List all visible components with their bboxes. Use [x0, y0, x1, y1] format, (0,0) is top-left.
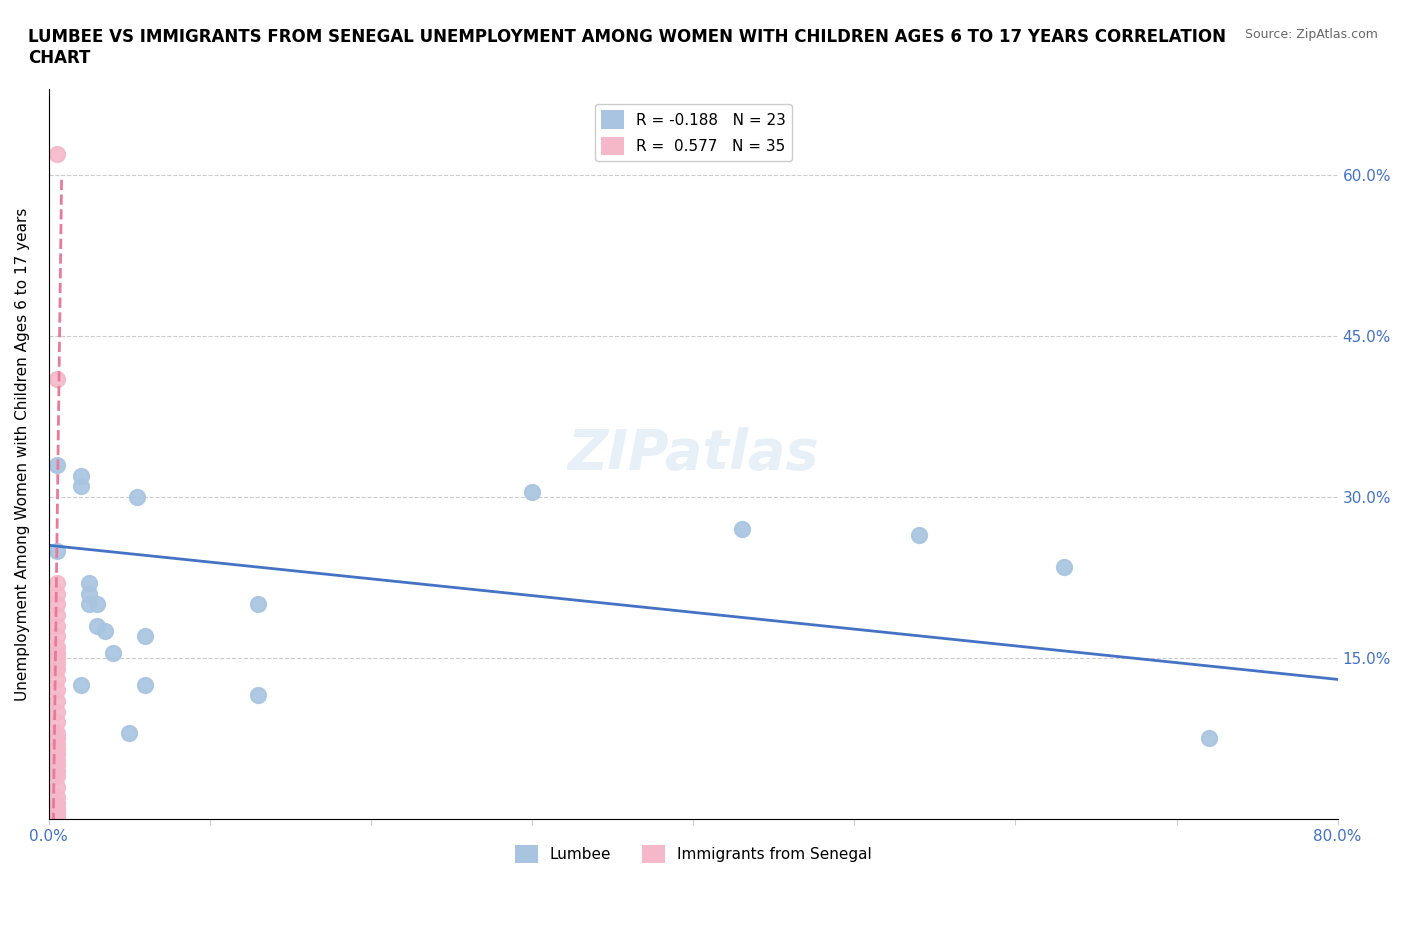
Point	[907, 527, 929, 542]
Point	[77, 597, 100, 612]
Text: ZIPatlas: ZIPatlas	[568, 427, 818, 481]
Point	[45, 742, 67, 757]
Text: Source: ZipAtlas.com: Source: ZipAtlas.com	[1244, 28, 1378, 41]
Point	[45, 779, 67, 794]
Point	[45, 656, 67, 671]
Point	[45, 795, 67, 810]
Point	[45, 758, 67, 773]
Point	[730, 522, 752, 537]
Legend: Lumbee, Immigrants from Senegal: Lumbee, Immigrants from Senegal	[509, 839, 877, 870]
Point	[45, 806, 67, 821]
Point	[45, 458, 67, 472]
Point	[45, 725, 67, 740]
Point	[118, 725, 141, 740]
Point	[45, 747, 67, 762]
Point	[86, 618, 108, 633]
Point	[45, 715, 67, 730]
Point	[94, 624, 117, 639]
Point	[45, 790, 67, 804]
Point	[77, 586, 100, 601]
Point	[86, 597, 108, 612]
Point	[45, 640, 67, 655]
Point	[45, 645, 67, 660]
Point	[45, 576, 67, 591]
Point	[45, 801, 67, 816]
Point	[45, 672, 67, 687]
Text: LUMBEE VS IMMIGRANTS FROM SENEGAL UNEMPLOYMENT AMONG WOMEN WITH CHILDREN AGES 6 : LUMBEE VS IMMIGRANTS FROM SENEGAL UNEMPL…	[28, 28, 1226, 67]
Point	[45, 597, 67, 612]
Point	[247, 688, 270, 703]
Point	[45, 543, 67, 558]
Point	[45, 650, 67, 665]
Point	[134, 629, 156, 644]
Point	[45, 372, 67, 387]
Point	[1053, 559, 1076, 574]
Point	[45, 808, 67, 823]
Point	[45, 586, 67, 601]
Point	[70, 479, 93, 494]
Point	[45, 694, 67, 709]
Point	[45, 704, 67, 719]
Point	[77, 576, 100, 591]
Point	[45, 629, 67, 644]
Point	[103, 645, 125, 660]
Point	[45, 768, 67, 783]
Point	[1198, 731, 1220, 746]
Point	[45, 661, 67, 676]
Point	[520, 485, 543, 499]
Point	[45, 752, 67, 767]
Point	[45, 731, 67, 746]
Point	[70, 468, 93, 483]
Point	[70, 677, 93, 692]
Point	[45, 618, 67, 633]
Point	[45, 683, 67, 698]
Point	[45, 810, 67, 825]
Point	[45, 607, 67, 622]
Point	[127, 489, 149, 504]
Point	[45, 146, 67, 161]
Point	[45, 737, 67, 751]
Point	[247, 597, 270, 612]
Point	[45, 803, 67, 817]
Point	[45, 764, 67, 778]
Point	[134, 677, 156, 692]
Y-axis label: Unemployment Among Women with Children Ages 6 to 17 years: Unemployment Among Women with Children A…	[15, 207, 30, 701]
